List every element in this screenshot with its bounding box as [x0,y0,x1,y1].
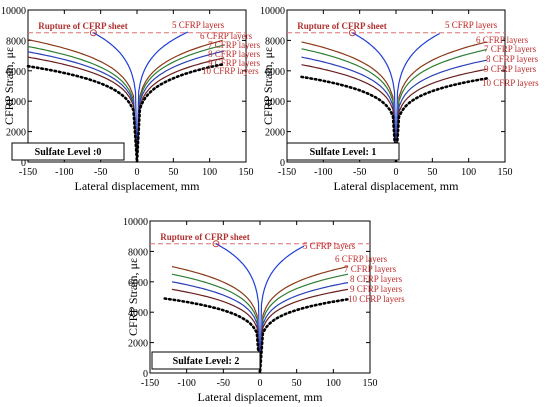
y-tick-label: 2000 [6,128,26,139]
series-label: 6 CFRP layers [335,254,388,264]
x-tick-label: 0 [258,378,263,389]
series-label: 10 CFRP layers [348,294,405,304]
chart-panel-0: -150 -100 -50 0 50 100 150 0 2000 4000 6000 8000 100… [1,6,261,193]
y-tick-label: 0 [21,158,26,169]
y-tick-label: 4000 [6,97,26,108]
x-tick-label: -100 [314,167,332,178]
series-label: 9 CFRP layers [484,64,537,74]
y-tick-label: 6000 [6,67,26,78]
series-label: 6 CFRP layers [200,31,253,41]
y-tick-label: 4000 [128,308,148,319]
x-tick-label: 150 [239,167,254,178]
rupture-label: Rupture of CFRP sheet [38,21,128,31]
series-label: 8 CFRP layers [350,274,403,284]
series-line-5 [163,297,350,374]
series-label: 10 CFRP layers [482,78,539,88]
rupture-marker [89,29,97,37]
x-tick-label: 50 [427,167,437,178]
rupture-marker [348,29,356,37]
series-label: 7 CFRP layers [484,44,537,54]
y-tick-label: 10000 [260,6,285,17]
x-tick-label: -100 [55,167,73,178]
chart-panel-1: -150 -100 -50 0 50 100 150 0 2000 4000 6000 8000 100… [260,6,539,193]
x-tick-label: 150 [498,167,513,178]
series-line-5 [300,75,489,163]
panel-label: Sulfate Level: 1 [310,147,377,158]
series-line-5 [26,62,226,163]
series-label: 8 CFRP layers [486,54,539,64]
x-axis-label: Lateral displacement, mm [334,179,460,193]
x-axis-label: Lateral displacement, mm [198,390,324,404]
x-axis-label: Lateral displacement, mm [75,179,201,193]
x-tick-label: -50 [353,167,366,178]
series-label: 9 CFRP layers [350,284,403,294]
x-tick-label: -150 [141,378,159,389]
chart-panel-2: -150 -100 -50 0 50 100 150 0 2000 4000 6000 8000 100… [123,217,405,404]
panel-label: Sulfate Level :0 [35,147,102,158]
x-tick-label: 150 [363,378,378,389]
series-label: 9 CFRP layers [208,58,261,68]
rupture-marker [212,240,220,248]
series-label: 8 CFRP layers [208,49,261,59]
x-tick-label: 0 [394,167,399,178]
x-tick-label: 100 [461,167,476,178]
y-tick-label: 8000 [265,36,285,47]
panel-label-box [286,142,400,161]
x-tick-label: 100 [202,167,217,178]
x-tick-label: -50 [94,167,107,178]
y-tick-label: 4000 [265,97,285,108]
rupture-label: Rupture of CFRP sheet [160,232,250,242]
panel-label-box [11,142,125,161]
x-tick-label: -150 [19,167,37,178]
series-label: 7 CFRP layers [344,264,397,274]
y-tick-label: 6000 [265,67,285,78]
y-tick-label: 10000 [1,6,26,17]
x-tick-label: -50 [217,378,230,389]
x-tick-label: 50 [292,378,302,389]
panel-label: Sulfate Level: 2 [173,356,240,367]
y-tick-label: 8000 [6,36,26,47]
y-tick-label: 0 [280,158,285,169]
series-label: 5 CFRP layers [445,20,498,30]
series-label: 5 CFRP layers [172,20,225,30]
x-tick-label: 0 [135,167,140,178]
y-tick-label: 2000 [128,339,148,350]
x-tick-label: 50 [168,167,178,178]
rupture-label: Rupture of CFRP sheet [297,21,387,31]
series-label: 10 CFRP layers [202,66,259,76]
y-axis-label: CFRP Strain, με [261,47,275,125]
x-tick-label: 100 [326,378,341,389]
series-label: 7 CFRP layers [208,40,261,50]
x-tick-label: -150 [278,167,296,178]
y-axis-label: CFRP Strain, με [2,47,16,125]
y-axis-label: CFRP Strain, με [126,258,140,336]
y-tick-label: 0 [143,369,148,380]
y-tick-label: 2000 [265,128,285,139]
y-tick-label: 6000 [128,278,148,289]
series-label: 5 CFRP layers [303,241,356,251]
y-tick-label: 8000 [128,247,148,258]
series-label: 6 CFRP layers [476,35,529,45]
y-tick-label: 10000 [123,217,148,228]
panel-label-box [151,351,261,370]
x-tick-label: -100 [177,378,195,389]
